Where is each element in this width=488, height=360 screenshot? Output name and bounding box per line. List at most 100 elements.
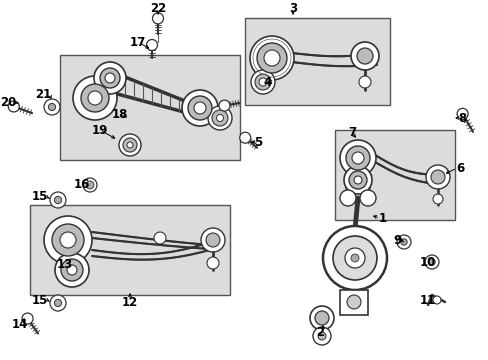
Circle shape — [358, 76, 370, 88]
Circle shape — [432, 194, 442, 204]
Circle shape — [152, 13, 163, 24]
Circle shape — [250, 70, 274, 94]
Circle shape — [94, 62, 126, 94]
Circle shape — [317, 332, 325, 340]
Circle shape — [359, 190, 375, 206]
Text: 5: 5 — [253, 135, 262, 148]
Circle shape — [396, 235, 410, 249]
Circle shape — [312, 327, 330, 345]
Circle shape — [425, 165, 449, 189]
Bar — [244, 18, 389, 105]
Circle shape — [351, 152, 363, 164]
Circle shape — [346, 295, 360, 309]
Bar — [334, 130, 454, 220]
Circle shape — [123, 138, 137, 152]
Circle shape — [50, 192, 66, 208]
Text: 15: 15 — [32, 190, 48, 203]
Circle shape — [259, 78, 266, 86]
Circle shape — [127, 142, 133, 148]
Circle shape — [339, 140, 375, 176]
Circle shape — [400, 239, 407, 245]
Text: 2: 2 — [315, 325, 324, 338]
Circle shape — [201, 228, 224, 252]
Circle shape — [323, 226, 386, 290]
Text: 11: 11 — [419, 293, 435, 306]
Circle shape — [50, 295, 66, 311]
Circle shape — [254, 74, 270, 90]
Circle shape — [219, 100, 229, 111]
Text: 20: 20 — [0, 96, 16, 109]
Circle shape — [239, 132, 250, 143]
Circle shape — [54, 197, 61, 204]
Circle shape — [348, 171, 366, 189]
Text: 12: 12 — [122, 296, 138, 309]
Circle shape — [87, 182, 93, 188]
Circle shape — [187, 96, 212, 120]
Text: 17: 17 — [130, 36, 146, 49]
Text: 15: 15 — [32, 293, 48, 306]
Text: 16: 16 — [74, 179, 90, 192]
Text: 22: 22 — [149, 1, 166, 14]
Circle shape — [194, 102, 205, 114]
Circle shape — [428, 259, 434, 265]
Circle shape — [249, 36, 293, 80]
Text: 6: 6 — [455, 162, 463, 175]
Circle shape — [146, 40, 157, 50]
Circle shape — [52, 224, 84, 256]
Circle shape — [154, 232, 165, 244]
Circle shape — [73, 76, 117, 120]
Circle shape — [55, 253, 89, 287]
Text: 3: 3 — [288, 1, 296, 14]
Circle shape — [81, 84, 109, 112]
Circle shape — [343, 166, 371, 194]
Circle shape — [22, 313, 33, 324]
Circle shape — [257, 43, 286, 73]
Circle shape — [332, 236, 376, 280]
Circle shape — [207, 106, 231, 130]
Circle shape — [350, 254, 358, 262]
Circle shape — [119, 134, 141, 156]
Circle shape — [456, 108, 467, 120]
Circle shape — [205, 233, 220, 247]
Circle shape — [353, 176, 361, 184]
Text: 21: 21 — [35, 89, 51, 102]
Circle shape — [83, 178, 97, 192]
Circle shape — [350, 42, 378, 70]
Circle shape — [100, 68, 120, 88]
Circle shape — [309, 306, 333, 330]
Circle shape — [54, 300, 61, 307]
Circle shape — [206, 257, 219, 269]
Text: 4: 4 — [264, 76, 271, 89]
Circle shape — [86, 181, 94, 189]
Circle shape — [345, 248, 364, 268]
Text: 14: 14 — [12, 319, 28, 332]
Circle shape — [432, 296, 440, 304]
Circle shape — [44, 216, 92, 264]
Circle shape — [314, 311, 328, 325]
Circle shape — [356, 48, 372, 64]
Circle shape — [60, 232, 76, 248]
Circle shape — [182, 90, 218, 126]
Circle shape — [8, 101, 19, 112]
Circle shape — [424, 255, 438, 269]
Bar — [30, 205, 229, 295]
Circle shape — [346, 146, 369, 170]
Circle shape — [105, 73, 115, 83]
Circle shape — [88, 91, 102, 105]
Circle shape — [339, 190, 355, 206]
Text: 1: 1 — [378, 211, 386, 225]
Circle shape — [61, 259, 83, 281]
Bar — [60, 55, 240, 160]
Text: 7: 7 — [347, 126, 355, 139]
Text: 8: 8 — [457, 112, 465, 125]
Text: 10: 10 — [419, 256, 435, 269]
Bar — [339, 290, 367, 315]
Circle shape — [430, 170, 444, 184]
Circle shape — [216, 114, 223, 122]
Text: 13: 13 — [57, 258, 73, 271]
Circle shape — [44, 99, 60, 115]
Text: 9: 9 — [393, 234, 401, 247]
Circle shape — [67, 265, 77, 275]
Text: 18: 18 — [112, 108, 128, 122]
Circle shape — [48, 103, 56, 111]
